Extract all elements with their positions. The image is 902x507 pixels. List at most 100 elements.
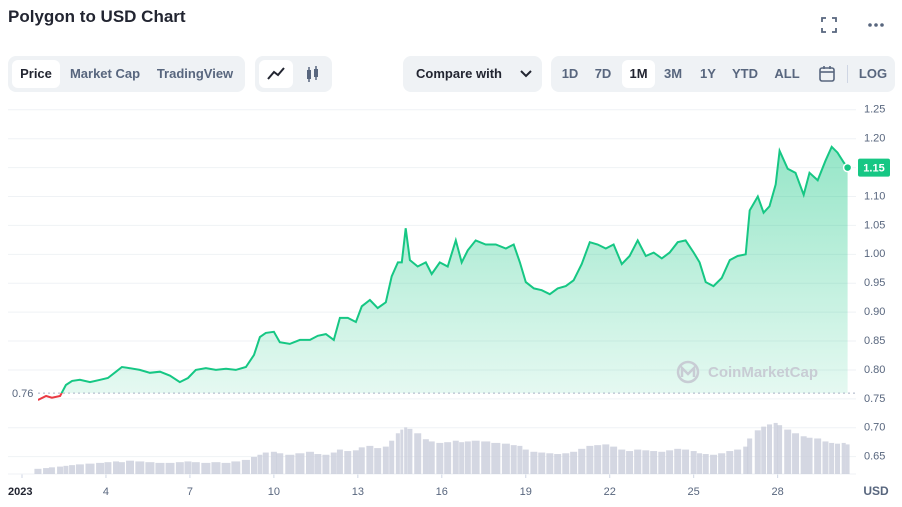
volume-bar xyxy=(618,449,626,474)
volume-bar xyxy=(800,436,807,474)
volume-bar xyxy=(471,440,480,474)
watermark-logo xyxy=(676,360,700,384)
volume-bar xyxy=(650,451,658,474)
x-tick-label: 16 xyxy=(436,486,448,498)
volume-bar xyxy=(602,444,610,474)
tab[interactable]: TradingView xyxy=(156,66,234,81)
separator xyxy=(847,65,848,83)
volume-bar xyxy=(510,445,517,474)
price-area xyxy=(61,146,848,394)
volume-bar xyxy=(747,438,753,474)
volume-bar xyxy=(491,442,501,474)
volume-bar xyxy=(85,463,95,474)
y-tick-label: 1.20 xyxy=(864,133,885,145)
volume-bar xyxy=(814,438,822,474)
volume-bar xyxy=(436,442,444,474)
volume-bar xyxy=(546,453,554,474)
tab[interactable]: Price xyxy=(12,60,60,88)
volume-bar xyxy=(784,429,792,474)
volume-bar xyxy=(822,441,829,474)
range-button[interactable]: 7D xyxy=(594,66,612,81)
open-price-box xyxy=(8,385,38,402)
volume-bar xyxy=(314,454,322,474)
volume-bar xyxy=(48,467,55,474)
volume-bar xyxy=(845,444,850,474)
volume-bar xyxy=(155,462,165,474)
volume-bar xyxy=(201,462,211,474)
more-icon[interactable] xyxy=(866,16,886,34)
range-button[interactable]: 3M xyxy=(663,66,683,81)
volume-bar xyxy=(634,449,642,474)
volume-bar xyxy=(382,446,389,474)
current-price-box xyxy=(858,158,890,177)
x-tick-label: 13 xyxy=(352,486,364,498)
volume-bar xyxy=(330,452,337,474)
log-button[interactable]: LOG xyxy=(858,66,888,81)
x-tick-label: 4 xyxy=(103,486,109,498)
volume-bar xyxy=(276,453,284,474)
volume-bar xyxy=(562,453,570,474)
y-tick-label: 1.05 xyxy=(864,219,885,231)
volume-bar xyxy=(578,448,586,474)
range-button[interactable]: ALL xyxy=(774,66,800,81)
volume-bar xyxy=(407,428,413,474)
volume-bar xyxy=(175,462,184,474)
volume-bar xyxy=(522,449,529,474)
x-tick-label: 25 xyxy=(688,486,700,498)
volume-bar xyxy=(322,454,330,474)
volume-bar xyxy=(262,452,269,474)
volume-bar xyxy=(586,445,594,474)
volume-bar xyxy=(806,437,813,474)
volume-bar xyxy=(594,445,602,474)
volume-bar xyxy=(257,454,263,474)
price-line xyxy=(60,145,849,394)
volume-bar xyxy=(135,461,145,474)
volume-bar xyxy=(464,441,471,474)
y-tick-label: 0.85 xyxy=(864,335,885,347)
chart-title: Polygon to USD Chart xyxy=(8,7,186,26)
current-price-label: 1.15 xyxy=(863,163,884,175)
y-tick-label: 0.75 xyxy=(864,393,885,405)
open-price-label: 0.76 xyxy=(12,388,33,400)
x-unit: USD xyxy=(863,484,889,498)
volume-bar xyxy=(481,441,491,474)
volume-bar xyxy=(702,454,709,474)
volume-bar xyxy=(404,427,408,474)
line-chart-button[interactable] xyxy=(259,60,293,88)
range-button[interactable]: 1Y xyxy=(700,66,716,81)
volume-bar xyxy=(610,446,618,474)
y-tick-label: 1.00 xyxy=(864,248,885,260)
y-tick-label: 0.65 xyxy=(864,451,885,463)
volume-bar xyxy=(726,451,734,474)
volume-bar xyxy=(743,446,749,474)
volume-bar xyxy=(773,422,778,474)
volume-bar xyxy=(501,443,510,474)
current-point xyxy=(842,162,853,173)
range-button[interactable]: YTD xyxy=(732,66,758,81)
chart-type-group xyxy=(255,56,332,92)
volume-bar xyxy=(400,429,404,474)
candle-chart-button[interactable] xyxy=(295,60,329,88)
volume-bar xyxy=(414,433,422,474)
volume-bar xyxy=(792,433,800,474)
volume-bar xyxy=(767,424,773,474)
volume-bar xyxy=(305,451,314,474)
fullscreen-icon[interactable] xyxy=(820,16,838,34)
volume-bar xyxy=(295,453,305,474)
compare-dropdown[interactable]: Compare with xyxy=(403,56,542,92)
volume-bar xyxy=(57,466,64,474)
range-button[interactable]: 1D xyxy=(561,66,579,81)
volume-bar xyxy=(374,448,382,474)
volume-bar xyxy=(221,462,231,474)
range-button[interactable]: 1M xyxy=(622,60,655,88)
volume-bar xyxy=(118,462,125,474)
volume-bar xyxy=(697,453,703,474)
volume-bar xyxy=(389,440,395,474)
calendar-icon[interactable] xyxy=(818,65,836,83)
x-tick-label: 22 xyxy=(604,486,616,498)
y-tick-label: 0.70 xyxy=(864,422,885,434)
volume-bar xyxy=(165,462,175,474)
volume-bar xyxy=(658,451,666,474)
tab[interactable]: Market Cap xyxy=(69,66,141,81)
